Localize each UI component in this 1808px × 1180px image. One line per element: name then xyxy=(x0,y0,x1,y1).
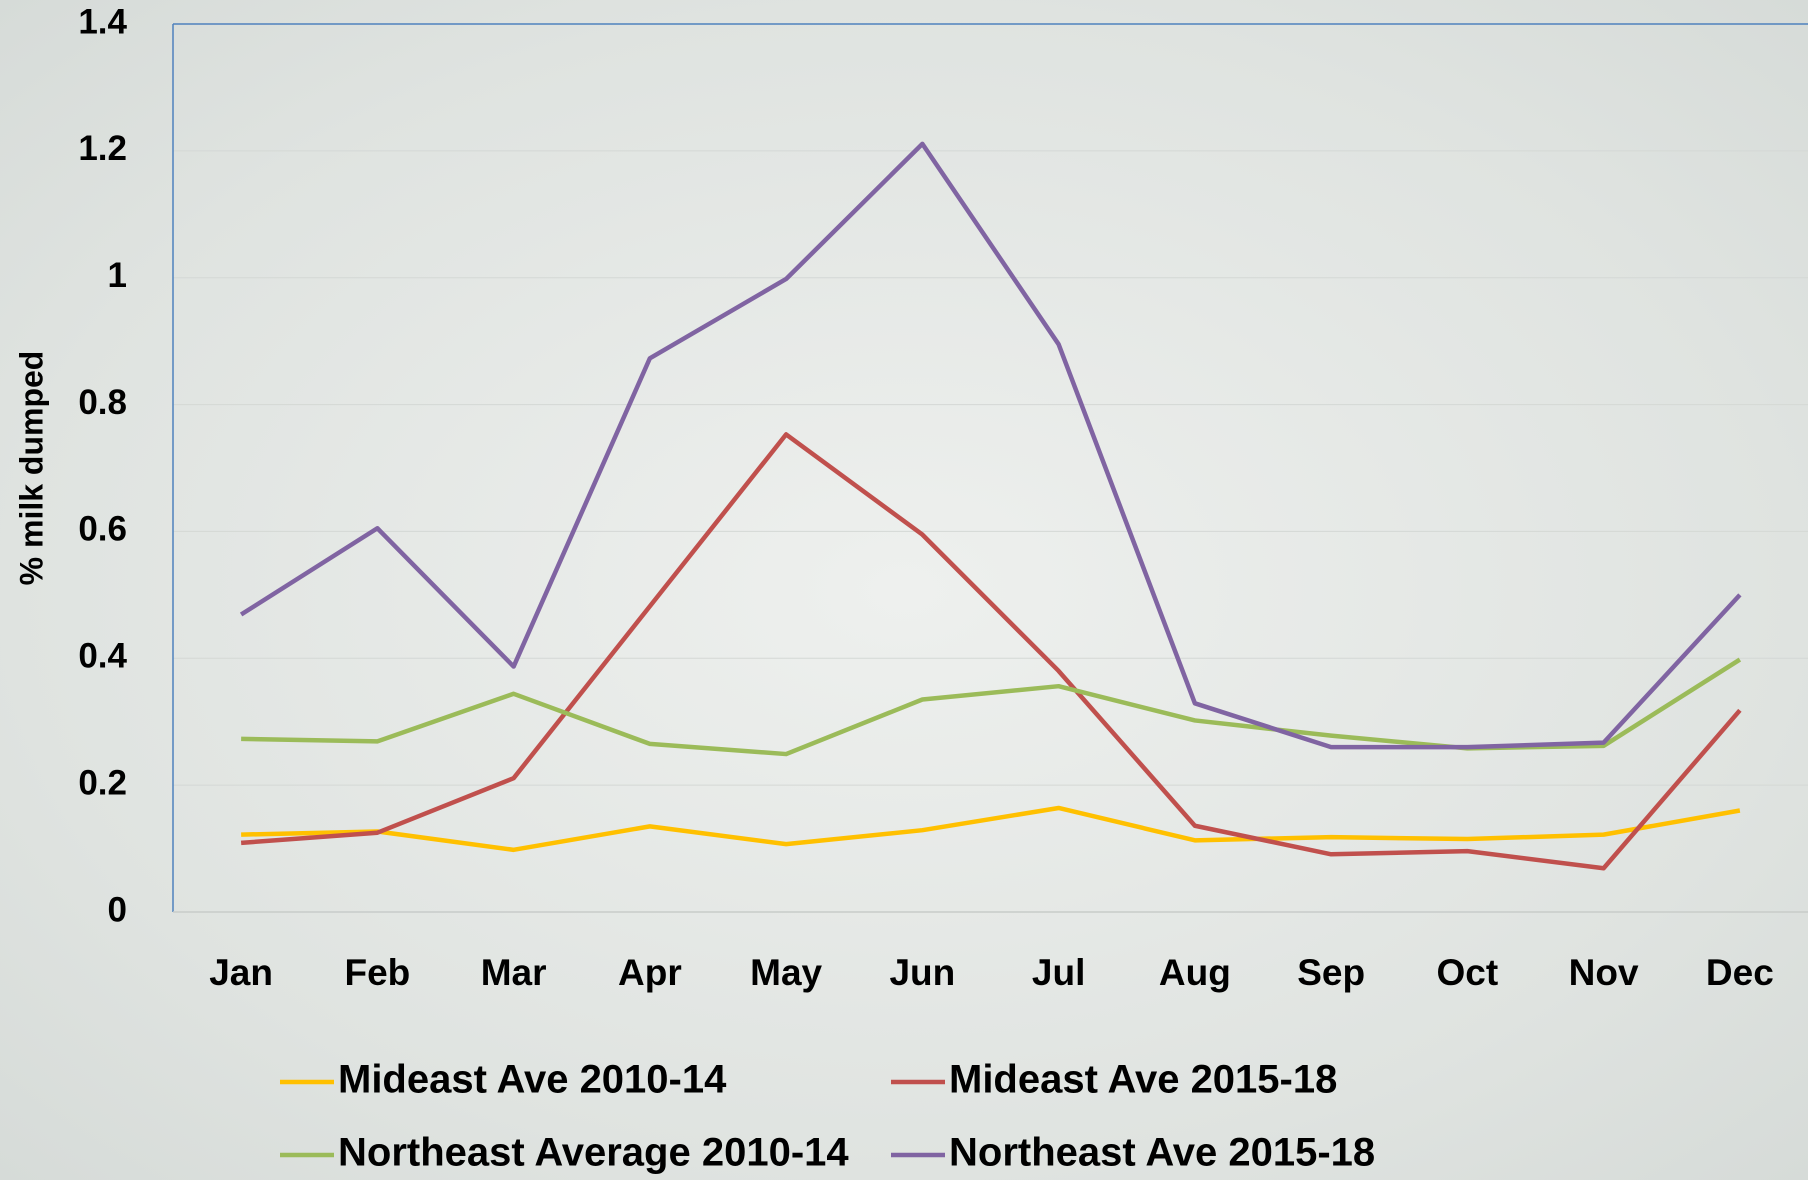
y-axis-title: % milk dumped xyxy=(13,351,49,586)
x-tick-label: Feb xyxy=(344,952,410,993)
y-tick-label: 1 xyxy=(108,256,127,295)
x-tick-label: Oct xyxy=(1437,952,1499,993)
x-tick-label: Nov xyxy=(1569,952,1639,993)
y-tick-label: 0.6 xyxy=(78,510,127,549)
x-tick-label: May xyxy=(750,952,822,993)
series-line xyxy=(241,657,1742,757)
series-line xyxy=(239,141,1742,750)
y-tick-label: 0.8 xyxy=(78,383,127,422)
y-tick-label: 0 xyxy=(108,890,127,929)
series-line xyxy=(241,805,1741,853)
x-tick-label: Jun xyxy=(889,952,955,993)
x-tick-label: Aug xyxy=(1159,952,1231,993)
x-tick-label: Apr xyxy=(618,952,682,993)
legend-label: Northeast Ave 2015-18 xyxy=(949,1131,1375,1175)
legend-label: Northeast Average 2010-14 xyxy=(338,1131,849,1175)
x-tick-label: Jan xyxy=(209,952,273,993)
x-tick-label: Sep xyxy=(1297,952,1365,993)
y-tick-label: 1.2 xyxy=(78,129,127,168)
x-tick-label: Mar xyxy=(481,952,547,993)
x-tick-label: Jul xyxy=(1032,952,1085,993)
series-line xyxy=(240,432,1742,871)
x-tick-label: Dec xyxy=(1706,952,1774,993)
y-tick-label: 1.4 xyxy=(78,2,127,41)
y-tick-label: 0.2 xyxy=(78,763,127,802)
legend-label: Mideast Ave 2015-18 xyxy=(949,1058,1337,1102)
legend-label: Mideast Ave 2010-14 xyxy=(338,1058,727,1102)
y-tick-label: 0.4 xyxy=(78,637,127,676)
